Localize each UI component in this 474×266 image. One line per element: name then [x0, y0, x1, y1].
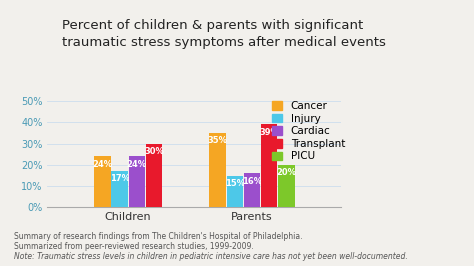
Bar — [128, 156, 145, 207]
Bar — [227, 176, 243, 207]
Text: 17%: 17% — [109, 174, 129, 184]
Bar — [278, 165, 294, 207]
Bar — [210, 133, 226, 207]
Text: 24%: 24% — [127, 160, 147, 169]
Legend: Cancer, Injury, Cardiac, Transplant, PICU: Cancer, Injury, Cardiac, Transplant, PIC… — [270, 99, 347, 164]
Bar — [94, 156, 110, 207]
Bar — [244, 173, 260, 207]
Text: 20%: 20% — [276, 168, 296, 177]
Text: Summary of research findings from The Children's Hospital of Philadelphia.: Summary of research findings from The Ch… — [14, 232, 303, 242]
Text: Percent of children & parents with significant
traumatic stress symptoms after m: Percent of children & parents with signi… — [62, 19, 385, 49]
Text: 35%: 35% — [208, 136, 228, 145]
Bar — [146, 144, 162, 207]
Text: 30%: 30% — [144, 147, 164, 156]
Text: 16%: 16% — [242, 177, 262, 186]
Bar — [111, 171, 128, 207]
Text: Note: Traumatic stress levels in children in pediatric intensive care has not ye: Note: Traumatic stress levels in childre… — [14, 252, 408, 261]
Text: Summarized from peer-reviewed research studies, 1999-2009.: Summarized from peer-reviewed research s… — [14, 242, 254, 251]
Text: 39%: 39% — [259, 128, 279, 137]
Text: 24%: 24% — [92, 160, 112, 169]
Text: 15%: 15% — [225, 179, 245, 188]
Bar — [261, 124, 277, 207]
